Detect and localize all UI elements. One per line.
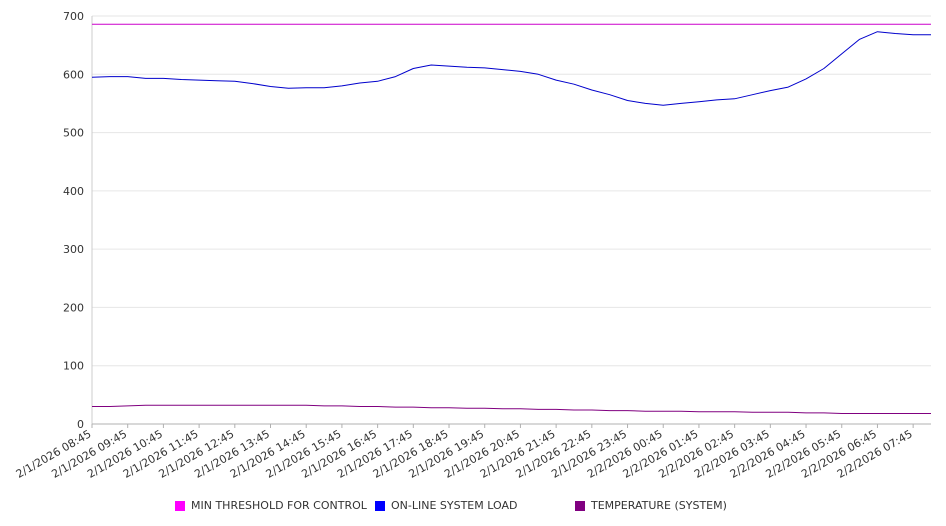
series-temperature [92, 404, 931, 414]
legend-item-system-load[interactable]: ON-LINE SYSTEM LOAD [375, 499, 517, 512]
y-tick-label: 700 [63, 10, 84, 23]
series-lines [91, 23, 931, 414]
legend-swatch-min-threshold [175, 500, 185, 511]
legend-swatch-temperature [575, 500, 585, 511]
legend-label: TEMPERATURE (SYSTEM) [591, 499, 727, 512]
y-tick-label: 300 [63, 243, 84, 256]
y-tick-label: 0 [77, 418, 84, 431]
y-tick-label: 100 [63, 360, 84, 373]
legend-item-temperature[interactable]: TEMPERATURE (SYSTEM) [575, 499, 727, 512]
grid-lines [92, 15, 931, 367]
legend-item-min-threshold[interactable]: MIN THRESHOLD FOR CONTROL [175, 499, 367, 512]
series-system-load [91, 31, 931, 106]
legend-swatch-system-load [375, 500, 385, 511]
y-axis-ticks: 0 100 200 300 400 500 600 700 [63, 10, 84, 431]
y-tick-label: 200 [63, 301, 84, 314]
y-tick-label: 600 [63, 68, 84, 81]
y-tick-label: 400 [63, 185, 84, 198]
y-tick-label: 500 [63, 127, 84, 140]
legend: MIN THRESHOLD FOR CONTROL ON-LINE SYSTEM… [0, 499, 946, 513]
axes [91, 16, 931, 425]
x-axis-ticks: 2/1/2026 08:452/1/2026 09:452/1/2026 10:… [14, 424, 915, 481]
legend-label: ON-LINE SYSTEM LOAD [391, 499, 518, 512]
legend-label: MIN THRESHOLD FOR CONTROL [191, 499, 367, 512]
